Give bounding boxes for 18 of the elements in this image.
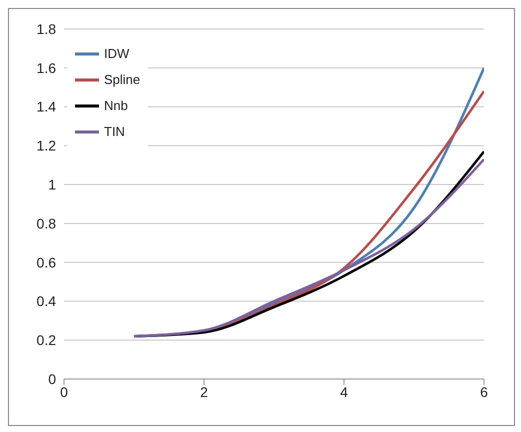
x-tick-label: 6 bbox=[480, 384, 488, 400]
y-tick-label: 1.6 bbox=[36, 60, 56, 76]
y-tick-label: 1.2 bbox=[36, 138, 56, 154]
legend-label: TIN bbox=[104, 123, 125, 141]
y-tick-label: 0.6 bbox=[36, 254, 56, 270]
y-tick-label: 1.4 bbox=[36, 98, 56, 115]
y-tick-label: 1.8 bbox=[36, 20, 56, 37]
legend-label: Spline bbox=[104, 71, 140, 89]
legend-label: Nnb bbox=[104, 97, 128, 115]
x-tick-label: 2 bbox=[200, 384, 208, 400]
y-tick-label: 0.8 bbox=[36, 215, 56, 232]
legend-label: IDW bbox=[104, 45, 130, 63]
x-tick-label: 4 bbox=[340, 384, 348, 400]
y-tick-label: 0 bbox=[48, 370, 56, 387]
y-tick-label: 0.4 bbox=[36, 293, 56, 310]
y-tick-label: 1 bbox=[48, 176, 56, 193]
y-tick-label: 0.2 bbox=[36, 332, 56, 348]
x-tick-label: 0 bbox=[60, 384, 68, 400]
